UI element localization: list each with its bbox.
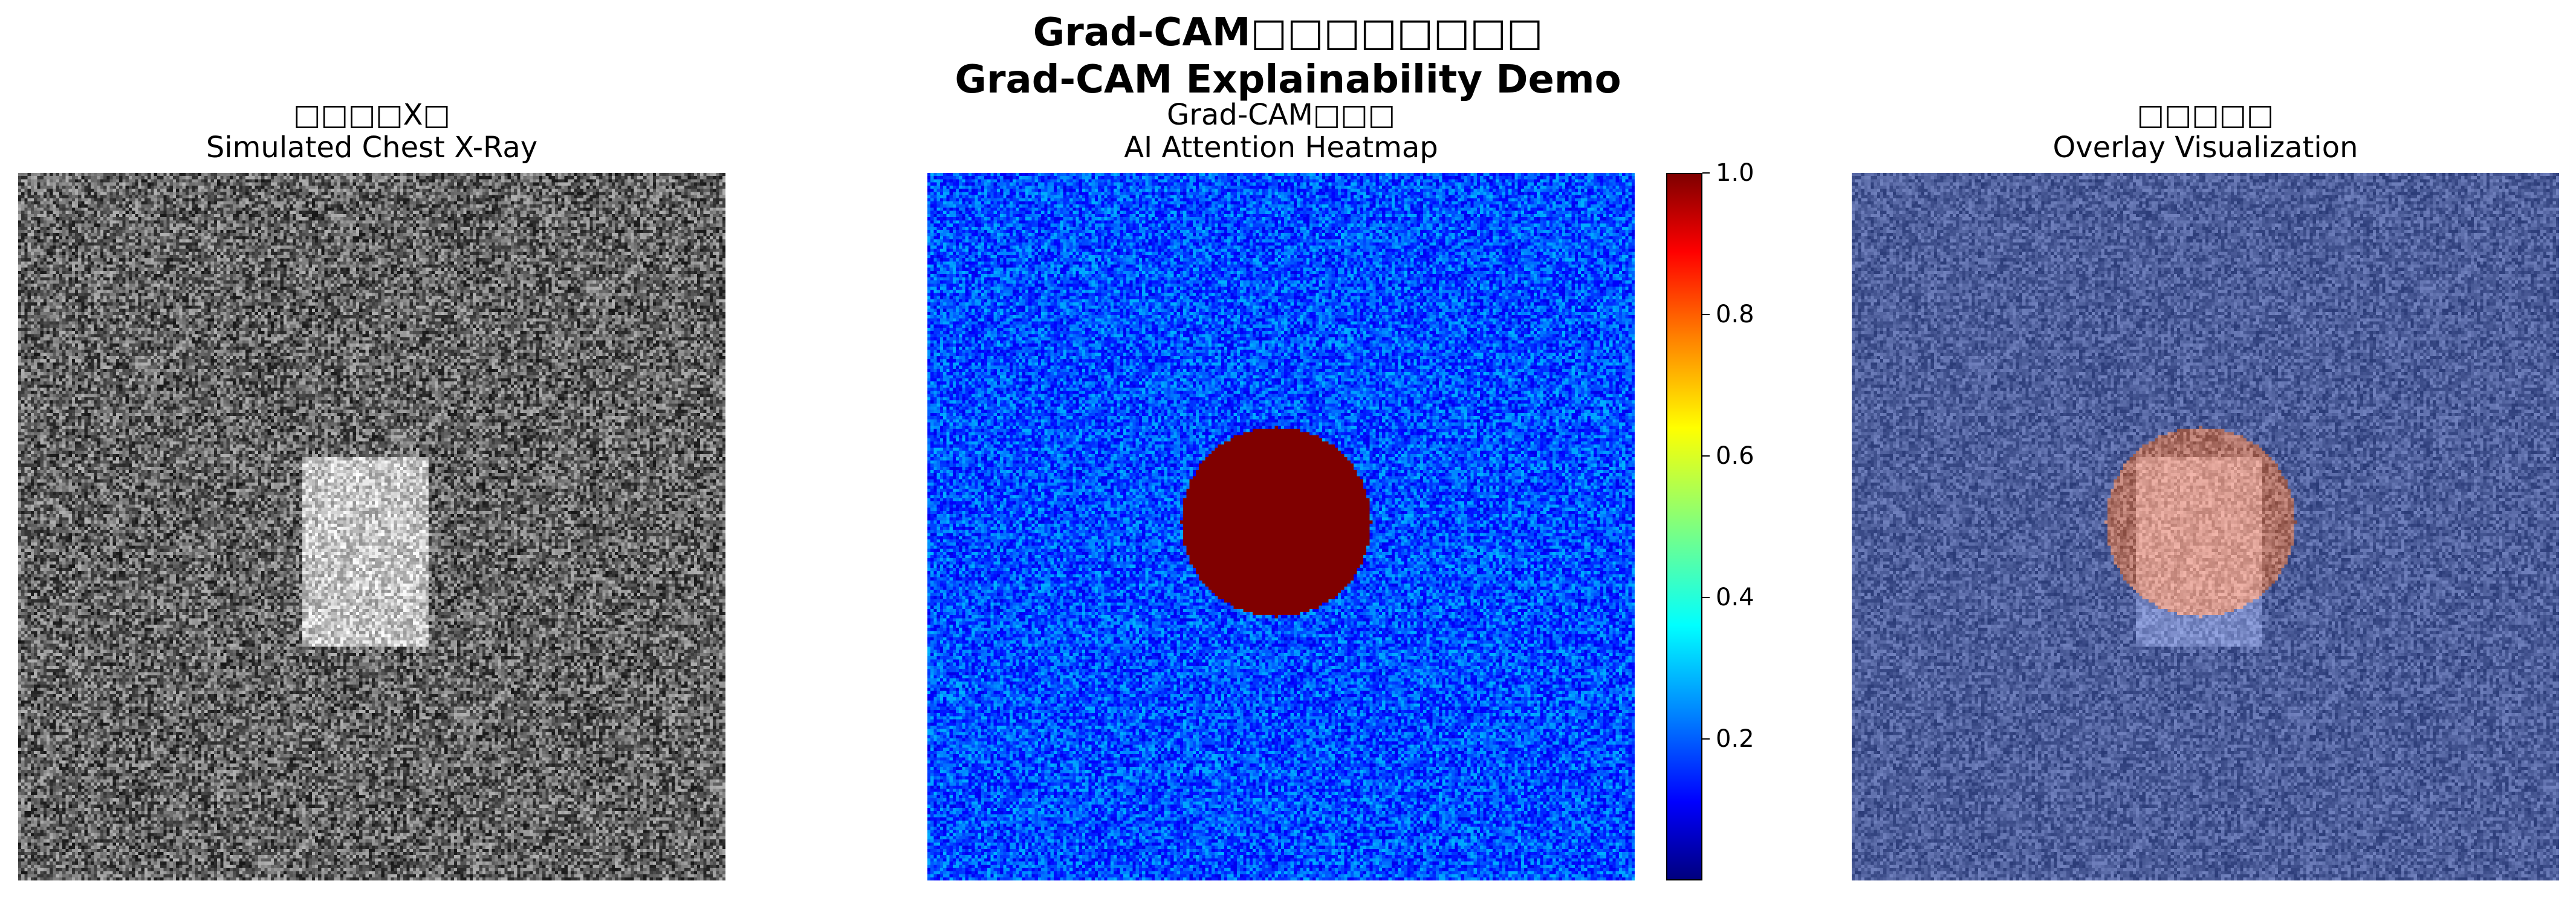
overlay-image	[1852, 173, 2559, 880]
colorbar-tick-label: 1.0	[1716, 159, 1754, 187]
panel3-title-zh: □□□□□	[2136, 98, 2274, 132]
panel1-title-en: Simulated Chest X-Ray	[206, 131, 538, 164]
figure-title-line2: Grad-CAM Explainability Demo	[955, 57, 1621, 102]
figure-title-line1: Grad-CAM□□□□□□□□	[1033, 10, 1543, 55]
colorbar-tick-label: 0.4	[1716, 584, 1754, 611]
colorbar-tick	[1702, 455, 1710, 457]
colorbar-tick-label: 0.6	[1716, 442, 1754, 470]
xray-image	[18, 173, 725, 880]
overlay-panel	[1852, 173, 2559, 880]
panel2-title-en: AI Attention Heatmap	[1124, 131, 1438, 164]
panel3-title-en: Overlay Visualization	[2052, 131, 2358, 164]
colorbar	[1666, 173, 1702, 880]
colorbar-tick-label: 0.2	[1716, 725, 1754, 753]
colorbar-tick	[1702, 738, 1710, 740]
colorbar-tick	[1702, 172, 1710, 174]
panel1-title-zh: □□□□X□	[293, 98, 450, 132]
colorbar-tick-label: 0.8	[1716, 301, 1754, 328]
heatmap-panel	[927, 173, 1635, 880]
heatmap-image	[927, 173, 1635, 880]
colorbar-tick	[1702, 314, 1710, 315]
panel2-title-zh: Grad-CAM□□□	[1167, 98, 1395, 132]
colorbar-tick	[1702, 597, 1710, 598]
xray-panel	[18, 173, 725, 880]
